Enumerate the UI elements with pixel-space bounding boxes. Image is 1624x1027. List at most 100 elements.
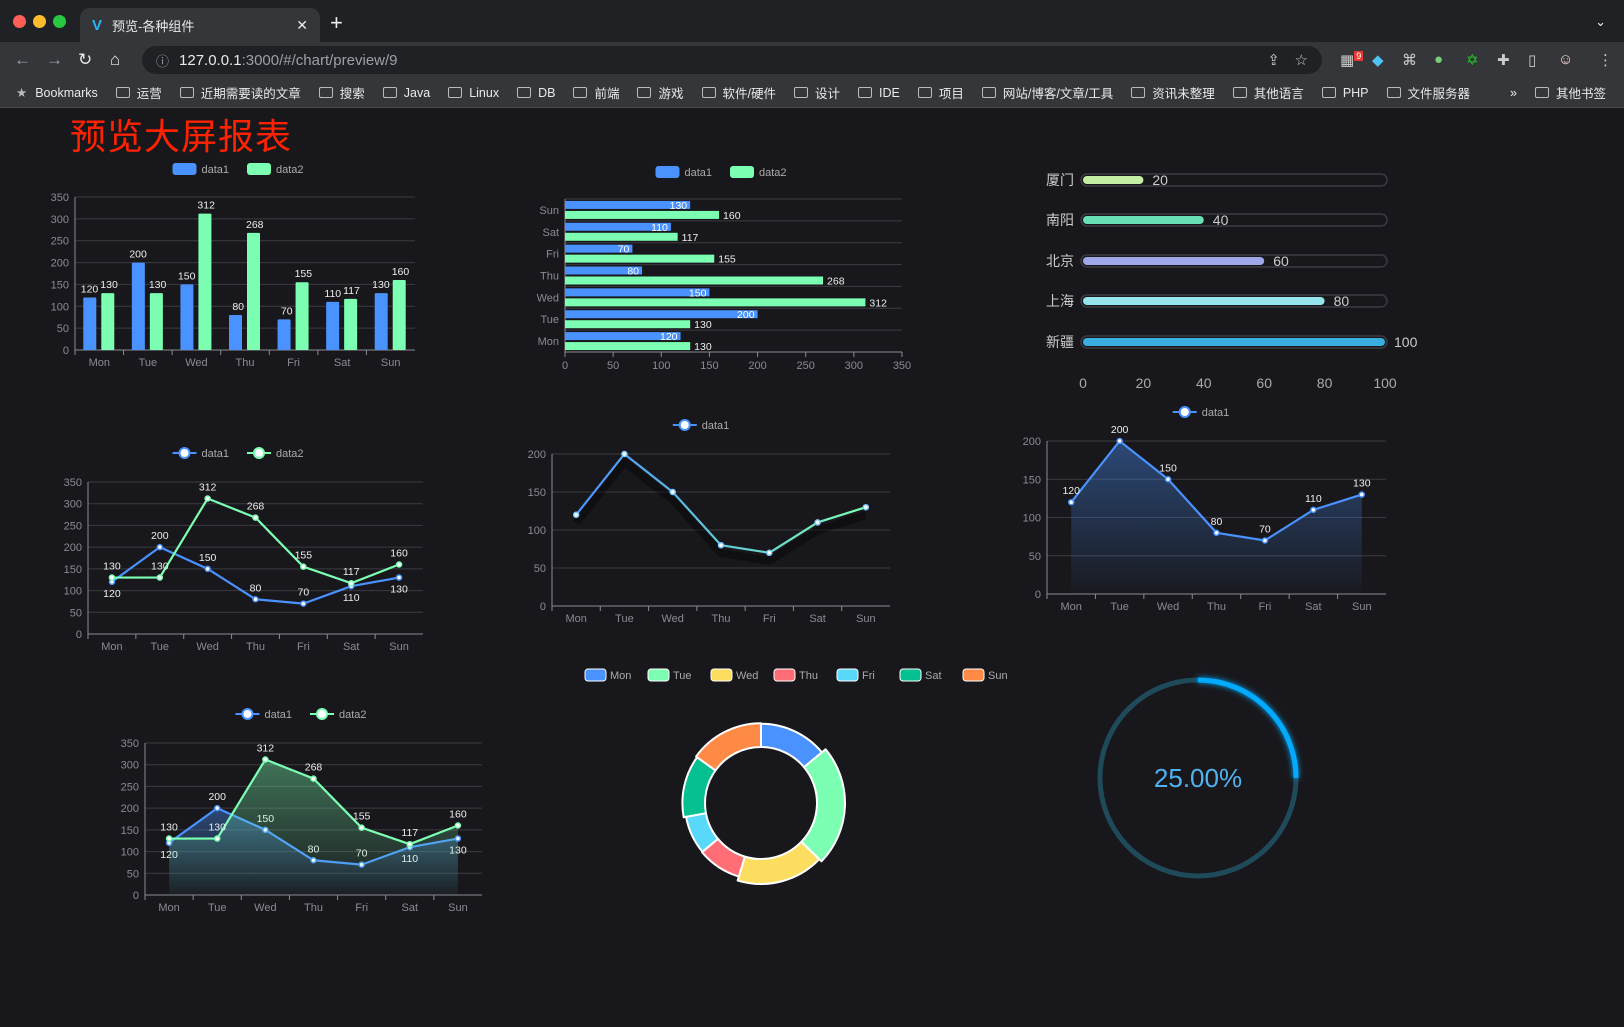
share-icon[interactable]: ⇪ [1267, 52, 1280, 69]
legend-label: data1 [1202, 407, 1230, 419]
legend-marker-icon [316, 708, 328, 720]
y-tick-label: 50 [534, 563, 546, 575]
data-point [165, 835, 173, 842]
y-tick-label: 100 [51, 301, 69, 313]
legend-marker-icon [241, 708, 254, 720]
bookmark-folder[interactable]: 设计 [793, 83, 840, 102]
y-tick-label: 350 [64, 477, 82, 489]
bookmark-folder[interactable]: 文件服务器 [1386, 83, 1470, 102]
bookmark-folder[interactable]: 项目 [917, 83, 964, 102]
menu-icon[interactable]: ⋮ [1598, 52, 1613, 69]
progress-value-label: 20 [1152, 172, 1168, 188]
green-dot-extension-icon[interactable]: ● [1434, 51, 1444, 68]
y-tick-label: 100 [121, 847, 139, 859]
legend-marker-icon [253, 447, 265, 459]
x-tick-label: Sun [381, 357, 401, 369]
data-point [621, 450, 628, 458]
y-tick-label: 200 [64, 542, 82, 554]
data-point [300, 563, 307, 570]
maximize-window-button[interactable] [53, 15, 66, 28]
minimize-window-button[interactable] [33, 15, 46, 28]
close-window-button[interactable] [13, 15, 26, 28]
donut-slice-sun [695, 722, 762, 772]
star-extension-icon[interactable]: ✡ [1466, 52, 1479, 69]
bookmarks-manager[interactable]: ★ Bookmarks [16, 85, 98, 101]
bar-data1 [83, 297, 97, 350]
y-tick-label: Tue [540, 314, 559, 326]
folder-icon [448, 87, 463, 98]
city-label: 上海 [1046, 293, 1074, 309]
bookmark-folder[interactable]: 运营 [115, 83, 162, 102]
bookmark-folder[interactable]: 游戏 [637, 83, 684, 102]
close-tab-icon[interactable]: ✕ [296, 16, 308, 33]
extension-icon[interactable]: ▦ 9 [1340, 51, 1364, 69]
x-tick-label: Fri [355, 902, 368, 914]
folder-icon [318, 87, 333, 98]
bookmark-label: 游戏 [658, 87, 684, 101]
bookmark-folder[interactable]: PHP [1321, 86, 1369, 100]
point-data-label: 120 [103, 588, 121, 600]
page-title: 预览大屏报表 [70, 116, 293, 157]
data-point [108, 574, 116, 581]
y-tick-label: 0 [1035, 589, 1041, 601]
address-bar[interactable]: ⓘ 127.0.0.1 :3000/#/chart/preview/9 ⇪ ☆ [142, 46, 1322, 74]
bookmark-folder[interactable]: 资讯未整理 [1131, 83, 1215, 102]
bookmark-folder[interactable]: DB [517, 86, 555, 100]
legend-item: data1 [235, 708, 292, 721]
browser-tab[interactable]: V 预览-各种组件 ✕ [80, 8, 320, 42]
bookmark-label: 其他语言 [1253, 87, 1304, 101]
bookmark-folder[interactable]: 其他语言 [1232, 83, 1304, 102]
y-tick-label: Sat [542, 227, 559, 239]
data-point [717, 541, 725, 549]
bookmark-folder[interactable]: Java [382, 86, 430, 100]
url-path: :3000/#/chart/preview/9 [241, 51, 398, 69]
legend-item: Sat [899, 668, 942, 682]
gem-extension-icon[interactable]: ◆ [1372, 52, 1384, 69]
y-tick-label: 200 [1023, 436, 1041, 448]
bar-data1 [565, 222, 671, 231]
point-data-label: 160 [390, 548, 408, 560]
data-point [347, 579, 355, 587]
bar-data-label: 130 [694, 341, 712, 353]
reload-icon[interactable]: ↻ [78, 50, 93, 69]
bookmark-folder[interactable]: 近期需要读的文章 [179, 83, 301, 102]
bar-data1 [229, 315, 242, 350]
y-tick-label: Fri [546, 249, 559, 261]
puzzle-extensions-icon[interactable]: ✚ [1497, 52, 1510, 69]
bar-data2 [198, 213, 212, 350]
home-icon[interactable]: ⌂ [110, 50, 121, 69]
new-tab-icon[interactable]: + [330, 10, 343, 35]
bookmark-folder[interactable]: 前端 [573, 83, 619, 102]
bar-data2 [565, 254, 715, 263]
bookmark-folder[interactable]: 软件/硬件 [701, 83, 776, 102]
bookmark-folder[interactable]: Linux [448, 86, 499, 100]
folder-icon [793, 87, 808, 98]
side-panel-icon[interactable]: ▯ [1528, 52, 1537, 69]
bookmark-folder[interactable]: 搜索 [318, 83, 365, 102]
bookmark-folder[interactable]: 网站/博客/文章/工具 [981, 83, 1113, 102]
data-point [252, 596, 259, 603]
point-data-label: 268 [247, 501, 265, 513]
point-data-label: 155 [353, 811, 371, 823]
city-label: 南阳 [1046, 212, 1074, 228]
bookmarks-overflow-button[interactable]: » [1510, 85, 1517, 100]
forward-icon[interactable]: → [46, 50, 63, 69]
tab-title: 预览-各种组件 [112, 18, 195, 34]
bookmark-folder[interactable]: IDE [858, 86, 900, 100]
profile-avatar[interactable]: ☺ [1558, 51, 1574, 68]
bookmarks-bar: ★ Bookmarks 运营 近期需要读的文章 搜索 Java Linux DB 前端 游戏 软件/… [0, 78, 1624, 108]
bar-data-label: 130 [100, 279, 118, 291]
back-icon[interactable]: ← [14, 50, 31, 69]
other-bookmarks-folder[interactable]: 其他书签 [1534, 83, 1606, 102]
bar-data2 [295, 282, 309, 350]
command-extension-icon[interactable]: ⌘ [1402, 52, 1417, 69]
folder-icon [981, 87, 996, 98]
info-icon[interactable]: ⓘ [156, 53, 170, 69]
x-tick-label: 200 [748, 360, 766, 372]
folder-icon [382, 87, 397, 98]
legend-label: Sat [925, 670, 942, 682]
chevron-down-icon[interactable]: ⌄ [1595, 14, 1606, 29]
bookmark-star-icon[interactable]: ☆ [1294, 52, 1308, 69]
bar-data1 [565, 266, 643, 275]
folder-icon [917, 87, 932, 98]
